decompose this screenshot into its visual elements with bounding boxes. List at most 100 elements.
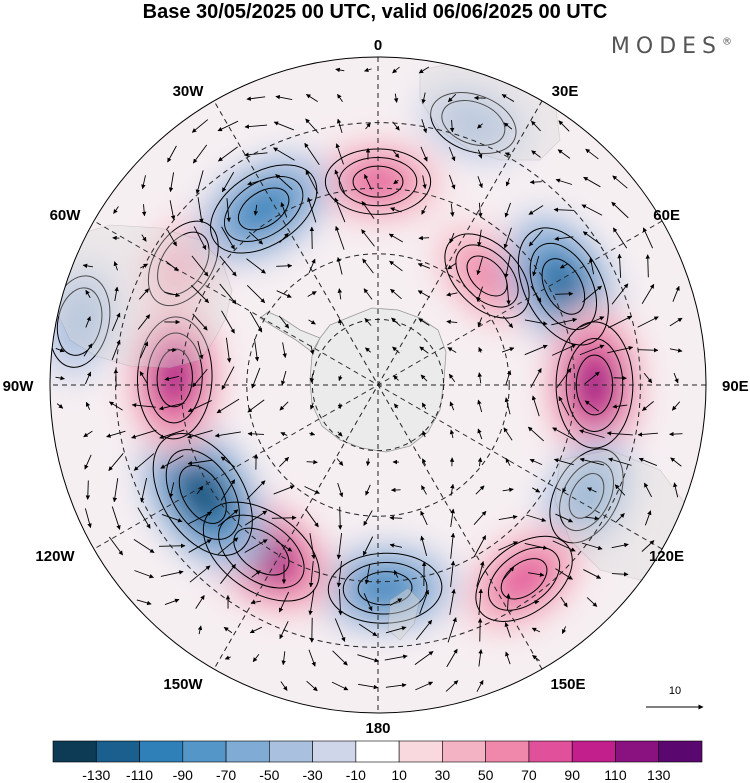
wind-arrow bbox=[193, 226, 207, 250]
wind-arrow bbox=[506, 283, 511, 305]
wind-arrow bbox=[477, 428, 483, 440]
wind-arrow bbox=[160, 455, 184, 469]
colorbar-cell bbox=[312, 740, 357, 763]
wind-arrow bbox=[501, 347, 515, 353]
wind-arrow bbox=[645, 254, 651, 278]
wind-arrow bbox=[579, 344, 605, 356]
wind-arrow bbox=[362, 258, 374, 274]
wind-arrow bbox=[84, 508, 92, 529]
wind-arrow bbox=[673, 482, 679, 498]
wind-arrow bbox=[477, 149, 483, 159]
wind-arrow bbox=[582, 231, 602, 245]
wind-arrow bbox=[473, 535, 487, 557]
wind-arrow bbox=[421, 119, 428, 134]
longitude-label-90w: 90W bbox=[3, 378, 35, 395]
longitude-label-150w: 150W bbox=[163, 676, 203, 693]
wind-arrow bbox=[642, 401, 654, 411]
contour-line bbox=[568, 473, 605, 519]
wind-arrow bbox=[421, 92, 426, 104]
wind-arrow bbox=[422, 458, 427, 466]
wind-arrow bbox=[505, 457, 511, 466]
wind-arrow bbox=[307, 291, 317, 297]
wind-arrow bbox=[363, 593, 373, 612]
wind-arrow bbox=[498, 541, 518, 551]
wind-arrow bbox=[611, 201, 629, 219]
wind-arrow bbox=[275, 94, 293, 101]
wind-arrow bbox=[252, 653, 260, 663]
wind-arrow bbox=[447, 93, 457, 103]
contour-line bbox=[165, 449, 240, 540]
wind-arrow bbox=[448, 373, 456, 383]
latitude-circle bbox=[246, 253, 510, 517]
wind-arrow bbox=[420, 374, 428, 382]
wind-arrow bbox=[273, 485, 295, 495]
wind-arrow bbox=[450, 203, 455, 217]
wind-arrow bbox=[158, 543, 186, 549]
wind-arrow bbox=[532, 255, 540, 277]
wind-arrow bbox=[607, 345, 634, 354]
wind-arrow bbox=[583, 176, 601, 188]
wind-arrow bbox=[531, 120, 541, 132]
wind-arrow bbox=[477, 229, 482, 247]
wind-arrow bbox=[448, 174, 456, 190]
wind-arrow bbox=[529, 458, 543, 466]
wind-arrow bbox=[337, 318, 343, 326]
anomaly-blob bbox=[562, 464, 611, 527]
wind-arrow bbox=[357, 654, 380, 663]
wind-arrow bbox=[612, 175, 628, 189]
wind-arrow bbox=[247, 399, 265, 413]
wind-arrow bbox=[612, 404, 628, 409]
wind-arrow bbox=[393, 375, 399, 381]
wind-arrow bbox=[586, 597, 598, 607]
wind-arrow bbox=[337, 93, 343, 103]
wind-arrow bbox=[612, 227, 628, 249]
wind-arrow bbox=[219, 283, 237, 305]
wind-arrow bbox=[225, 337, 232, 363]
wind-arrow bbox=[418, 318, 430, 326]
wind-arrow bbox=[221, 171, 235, 193]
wind-arrow bbox=[362, 536, 374, 556]
wind-arrow bbox=[275, 174, 293, 190]
wind-arrow bbox=[279, 621, 289, 640]
wind-arrow bbox=[530, 285, 542, 303]
wind-arrow bbox=[611, 542, 629, 549]
wind-arrow bbox=[450, 508, 455, 527]
anomaly-field bbox=[50, 82, 645, 635]
wind-arrow bbox=[273, 147, 295, 161]
wind-arrow bbox=[217, 509, 239, 527]
longitude-labels: 0 30E 60E 90E 120E 150E 180 150W 120W 90W 60W 30W bbox=[3, 37, 749, 736]
wind-arrow bbox=[555, 178, 573, 185]
wind-arrow bbox=[531, 150, 541, 158]
wind-arrow bbox=[244, 124, 268, 129]
wind-arrow bbox=[388, 233, 403, 243]
wind-arrow bbox=[85, 401, 91, 410]
wind-arrow bbox=[141, 204, 147, 217]
wind-arrow bbox=[583, 569, 602, 579]
wind-arrow bbox=[309, 533, 316, 560]
wind-arrow bbox=[524, 543, 548, 550]
wind-arrow bbox=[331, 681, 349, 691]
contour-line bbox=[342, 561, 428, 615]
wind-arrow bbox=[637, 432, 658, 437]
wind-arrow bbox=[501, 94, 515, 102]
longitude-label-90e: 90E bbox=[722, 378, 749, 395]
wind-arrow bbox=[449, 401, 455, 411]
colorbar-cell bbox=[355, 740, 400, 763]
wind-arrow bbox=[219, 255, 237, 277]
wind-arrow bbox=[336, 118, 343, 134]
wind-arrow bbox=[246, 96, 266, 101]
longitude-label-60e: 60E bbox=[653, 207, 680, 224]
wind-arrow bbox=[169, 200, 176, 221]
wind-arrow bbox=[337, 288, 343, 300]
wind-arrow bbox=[195, 170, 204, 195]
wind-arrow bbox=[643, 372, 653, 384]
wind-arrow bbox=[638, 457, 658, 467]
wind-arrow bbox=[478, 588, 483, 615]
wind-arrow bbox=[188, 511, 213, 525]
wind-arrow bbox=[448, 146, 456, 162]
wind-arrow bbox=[134, 570, 154, 579]
wind-arrow bbox=[279, 232, 289, 244]
wind-arrow bbox=[84, 371, 92, 385]
wind-arrow bbox=[139, 341, 149, 359]
wind-arrow bbox=[638, 347, 659, 353]
